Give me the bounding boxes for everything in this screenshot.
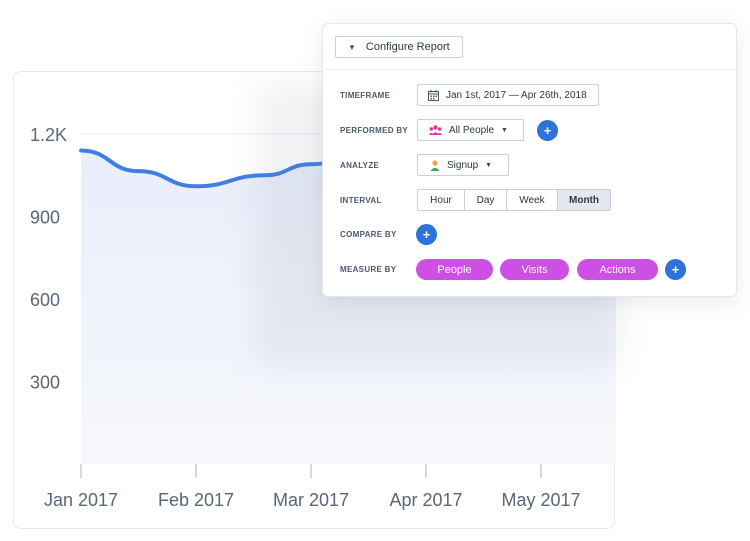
measure-pill-people[interactable]: People [416,259,493,280]
x-tick-label: May 2017 [501,490,580,510]
configure-report-panel: ▼ Configure Report TIMEFRAME Jan 1st, 20… [322,23,737,297]
x-tick-label: Mar 2017 [273,490,349,510]
interval-option-hour[interactable]: Hour [418,190,465,210]
calendar-icon [428,89,439,101]
interval-label: INTERVAL [340,196,382,205]
timeframe-picker[interactable]: Jan 1st, 2017 — Apr 26th, 2018 [417,84,599,106]
performed-by-dropdown[interactable]: All People ▼ [417,119,524,141]
people-icon [429,125,442,135]
analyze-dropdown[interactable]: Signup ▼ [417,154,509,176]
person-icon [430,159,440,171]
chevron-down-icon: ▼ [501,126,508,134]
performed-by-value: All People [449,124,495,136]
x-tick-label: Apr 2017 [389,490,462,510]
compare-by-label: COMPARE BY [340,230,397,239]
triangle-down-icon: ▼ [348,42,356,52]
panel-header: ▼ Configure Report [323,24,736,70]
y-tick-label: 300 [30,373,60,393]
timeframe-value: Jan 1st, 2017 — Apr 26th, 2018 [446,89,587,101]
x-tick-label: Jan 2017 [44,490,118,510]
chevron-down-icon: ▼ [485,161,493,169]
measure-by-label: MEASURE BY [340,265,397,274]
performed-by-label: PERFORMED BY [340,126,409,135]
interval-segmented-control: Hour Day Week Month [417,189,611,211]
interval-option-day[interactable]: Day [465,190,507,210]
timeframe-label: TIMEFRAME [340,91,391,100]
analyze-label: ANALYZE [340,161,380,170]
y-tick-label: 600 [30,290,60,310]
x-tick-label: Feb 2017 [158,490,234,510]
interval-option-week[interactable]: Week [507,190,558,210]
y-tick-label: 1.2K [30,125,67,145]
add-measure-button[interactable]: + [665,259,686,280]
interval-option-month[interactable]: Month [558,190,610,210]
configure-report-label: Configure Report [365,41,450,53]
series-line [79,148,336,189]
add-compare-by-button[interactable]: + [416,224,437,245]
measure-pill-actions[interactable]: Actions [577,259,658,280]
configure-report-button[interactable]: ▼ Configure Report [335,36,463,58]
add-performed-by-button[interactable]: + [537,120,558,141]
measure-pill-visits[interactable]: Visits [500,259,569,280]
analyze-value: Signup [447,159,479,171]
y-tick-label: 900 [30,208,60,228]
